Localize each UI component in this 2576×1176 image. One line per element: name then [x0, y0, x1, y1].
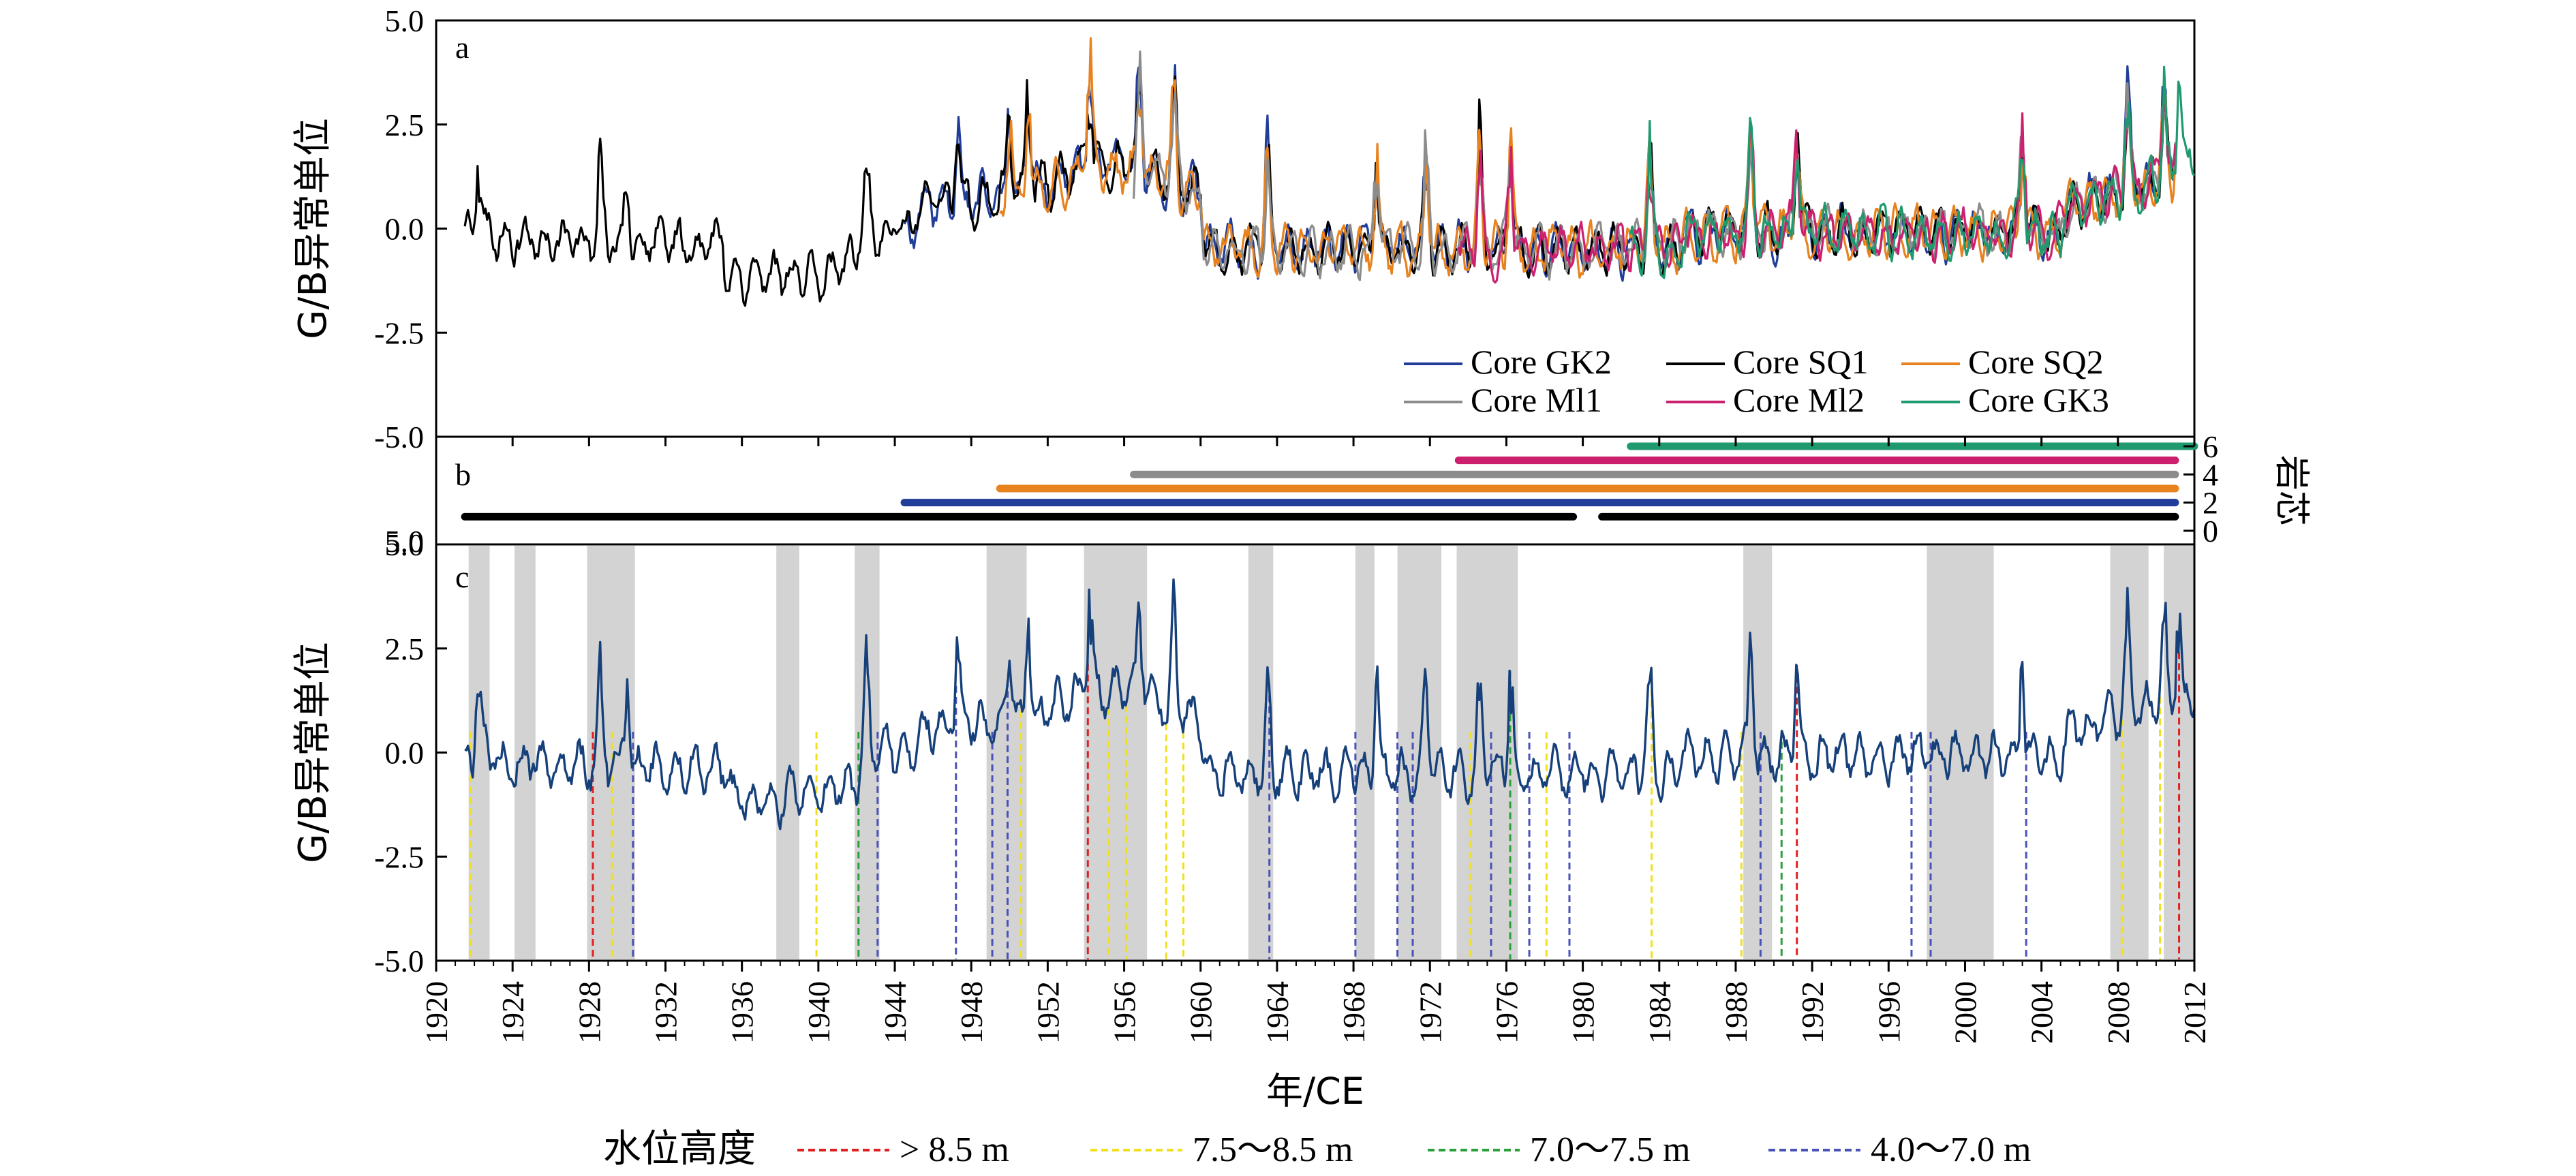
x-tick-label: 1924 [495, 981, 530, 1044]
x-tick-label: 1928 [572, 981, 607, 1044]
x-tick-label: 1956 [1107, 981, 1142, 1044]
water-level-legend-label: 4.0～7.0 m [1871, 1130, 2031, 1169]
core-coverage-bars [461, 442, 2198, 521]
x-tick-label: 1936 [725, 981, 760, 1044]
panel-a-y-tick-label: 5.0 [385, 3, 425, 38]
x-tick-label: 1972 [1413, 981, 1447, 1044]
panel-b-y-tick-label: 6 [2203, 429, 2218, 464]
panel-label-a: a [455, 30, 469, 65]
x-axis-label: 年/CE [1266, 1070, 1364, 1113]
x-tick-label: 2012 [2177, 981, 2212, 1044]
legend-label: Core Ml1 [1471, 381, 1602, 419]
x-tick-label: 1968 [1336, 981, 1371, 1044]
panel-c: 5.02.50.0-2.5-5.0 1920 1924 1928 1932 1936 19… [291, 437, 2212, 1113]
panel-c-y-label: G/B异常单位 [291, 642, 335, 863]
panel-b-left-tick-label: 5.0 [385, 524, 425, 559]
panel-a-y-tick-label: 2.5 [385, 108, 425, 142]
panel-c-y-tick-label: 0.0 [385, 736, 425, 771]
panel-c-y-axis: 5.0 2.5 0.0 -2.5 -5.0 [374, 527, 447, 978]
x-tick-label: 1992 [1795, 981, 1830, 1044]
panel-a-y-label: G/B异常单位 [291, 118, 335, 339]
series-line-core-gk3 [1629, 65, 2196, 279]
water-level-legend-label: 7.0～7.5 m [1530, 1130, 1690, 1169]
panel-c-series [464, 578, 2196, 831]
panel-a-y-axis: 5.0 2.5 0.0 -2.5 -5.0 [374, 3, 447, 454]
composite-series-line [464, 578, 2196, 831]
x-tick-label: 1948 [954, 981, 989, 1044]
flood-period-shade [776, 546, 799, 959]
panel-label-c: c [455, 559, 469, 594]
x-tick-label: 1960 [1184, 981, 1218, 1044]
panel-a-y-tick-label: -5.0 [374, 420, 424, 454]
legend-label: Core GK3 [1968, 381, 2109, 419]
panel-b-y-label: 岩芯 [2271, 455, 2312, 526]
panel-label-b: b [455, 457, 471, 492]
panel-a-y-tick-label: -2.5 [374, 315, 424, 350]
x-tick-label: 1940 [801, 981, 836, 1044]
flood-period-shade [1456, 546, 1518, 959]
legend-label: Core SQ1 [1733, 343, 1869, 381]
panel-b-y-tick-label: 0 [2203, 514, 2218, 548]
flood-period-shade [1743, 546, 1773, 959]
x-tick-label: 1964 [1260, 981, 1295, 1044]
water-level-legend: 水位高度 > 8.5 m 7.5～8.5 m 7.0～7.5 m 4.0～7.0 m [603, 1127, 2031, 1171]
water-level-legend-label: > 8.5 m [900, 1130, 1009, 1169]
core-legend: Core GK2 Core SQ1 Core SQ2 Core Ml1 Core Ml2… [1404, 343, 2109, 419]
x-tick-label: 1932 [649, 981, 684, 1044]
panel-a-y-tick-label: 0.0 [385, 212, 425, 247]
x-tick-label: 1952 [1030, 981, 1065, 1044]
x-tick-label: 1944 [878, 981, 913, 1044]
water-level-legend-title: 水位高度 [603, 1127, 756, 1171]
panel-a-series [463, 37, 2196, 307]
panel-b-y-tick-label: 2 [2203, 486, 2218, 521]
x-tick-label: 2000 [1948, 981, 1982, 1044]
x-tick-label: 2008 [2101, 981, 2136, 1044]
flood-period-shade [1084, 546, 1148, 959]
x-tick-label: 1996 [1871, 981, 1906, 1044]
series-line-core-sq2 [999, 37, 2177, 279]
x-tick-label: 1920 [419, 981, 454, 1044]
panel-b-y-tick-label: 4 [2203, 457, 2218, 492]
panel-c-y-tick-label: -5.0 [374, 944, 424, 978]
x-tick-label: 1988 [1719, 981, 1753, 1044]
legend-label: Core SQ2 [1968, 343, 2104, 381]
x-tick-label: 1976 [1489, 981, 1524, 1044]
x-tick-label: 1984 [1642, 981, 1677, 1044]
panel-c-y-tick-label: 2.5 [385, 632, 425, 666]
water-level-legend-label: 7.5～8.5 m [1193, 1130, 1353, 1169]
panel-c-y-tick-label: -2.5 [374, 839, 424, 874]
series-line-core-ml1 [1133, 50, 2177, 281]
x-axis: 1920 1924 1928 1932 1936 1940 1944 1948 1952 1956… [419, 437, 2212, 1044]
x-tick-label: 2004 [2025, 981, 2059, 1044]
legend-label: Core GK2 [1471, 343, 1612, 381]
legend-label: Core Ml2 [1733, 381, 1865, 419]
flood-period-shade [468, 546, 490, 959]
water-level-events [469, 652, 2181, 959]
x-tick-label: 1980 [1566, 981, 1601, 1044]
panel-a: 5.02.50.0-2.5-5.0 a G/B异常单位 Core GK2 Core… [291, 3, 2196, 454]
panel-c-y-tick-label: 5.0 [385, 527, 425, 562]
